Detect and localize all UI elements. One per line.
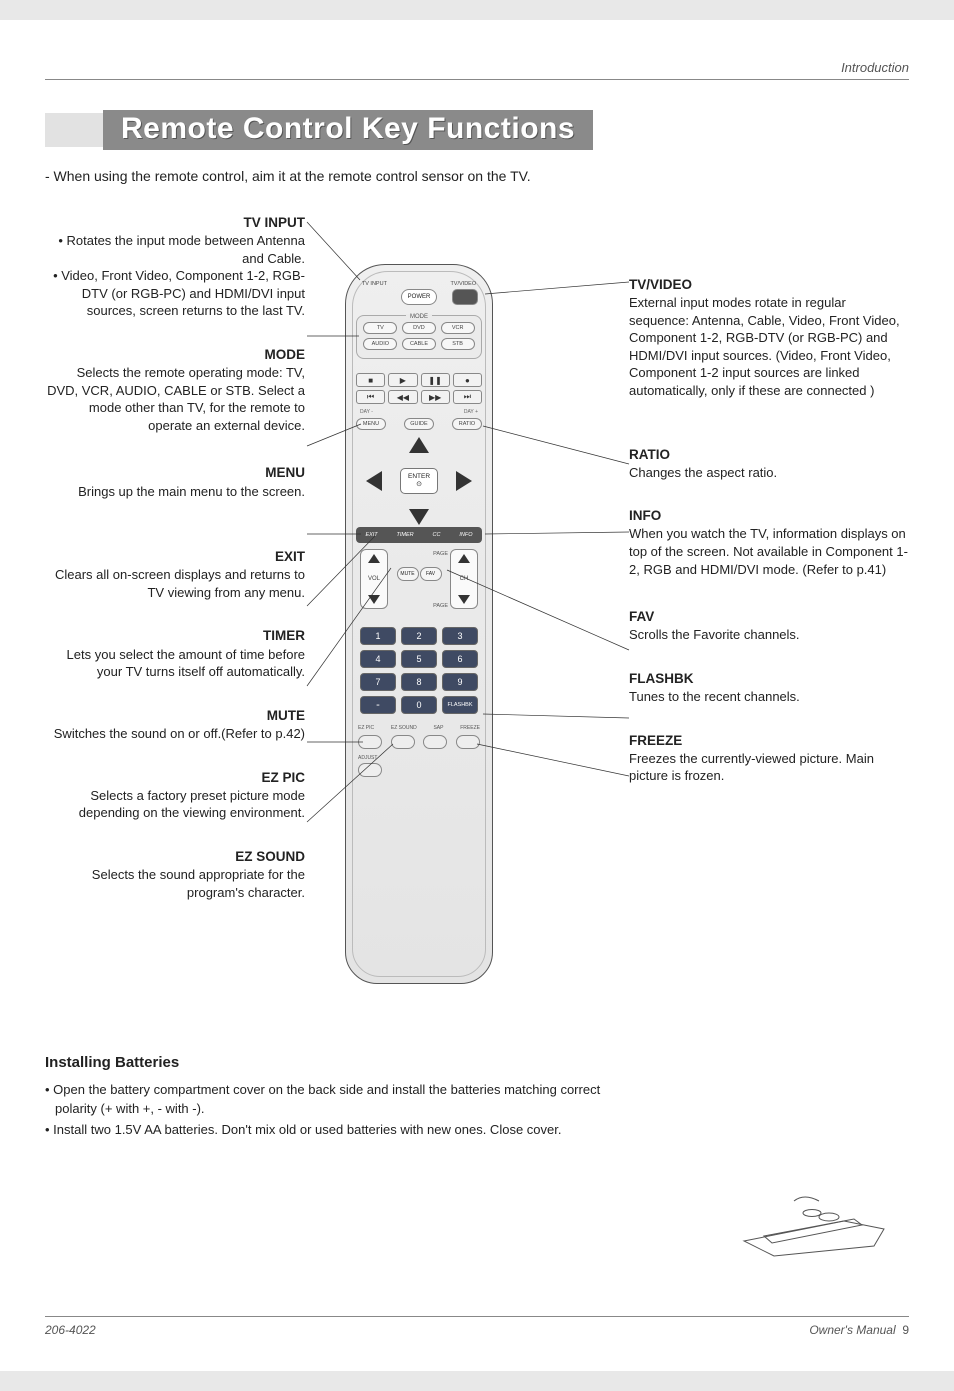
desc-tv-input: TV INPUT • Rotates the input mode betwee…	[45, 214, 305, 320]
power-button[interactable]: POWER	[401, 289, 437, 305]
batteries-section: Installing Batteries Open the battery co…	[45, 1054, 909, 1140]
skip-back-button[interactable]: ⏮	[356, 390, 385, 404]
cc-button[interactable]: CC	[433, 532, 441, 538]
ezsound-button[interactable]	[391, 735, 415, 749]
ezpic-button[interactable]	[358, 735, 382, 749]
page-footer: 206-4022 Owner's Manual 9	[45, 1316, 909, 1337]
desc-flashbk: FLASHBK Tunes to the recent channels.	[629, 670, 909, 706]
desc-ratio: RATIO Changes the aspect ratio.	[629, 446, 909, 482]
volume-rocker[interactable]: VOL	[360, 549, 388, 609]
num-6[interactable]: 6	[442, 650, 478, 668]
sap-button[interactable]	[423, 735, 447, 749]
number-pad: 1 2 3 4 5 6 7 8 9 - 0 FLASHBK	[360, 627, 478, 714]
adjust-button[interactable]	[358, 763, 382, 777]
desc-tvvideo: TV/VIDEO External input modes rotate in …	[629, 276, 909, 400]
battery-step-1: Open the battery compartment cover on th…	[45, 1081, 605, 1119]
desc-menu: MENU Brings up the main menu to the scre…	[45, 464, 305, 500]
guide-button[interactable]: GUIDE	[404, 418, 434, 430]
num-0[interactable]: 0	[401, 696, 437, 714]
info-button[interactable]: INFO	[459, 532, 472, 538]
navigation-pad: ENTER⊙	[364, 437, 474, 525]
stop-button[interactable]: ■	[356, 373, 385, 387]
ffwd-button[interactable]: ▶▶	[421, 390, 450, 404]
desc-fav: FAV Scrolls the Favorite channels.	[629, 608, 909, 644]
pause-button[interactable]: ❚❚	[421, 373, 450, 387]
nav-left[interactable]	[366, 471, 382, 491]
num-1[interactable]: 1	[360, 627, 396, 645]
section-header: Introduction	[45, 60, 909, 80]
timer-button[interactable]: TIMER	[397, 532, 414, 538]
nav-right[interactable]	[456, 471, 472, 491]
footer-model: 206-4022	[45, 1323, 96, 1337]
desc-mute: MUTE Switches the sound on or off.(Refer…	[45, 707, 305, 743]
nav-down[interactable]	[409, 509, 429, 525]
mode-stb[interactable]: STB	[441, 338, 475, 350]
footer-page: Owner's Manual 9	[809, 1323, 909, 1337]
batteries-heading: Installing Batteries	[45, 1054, 909, 1071]
title-bar: Remote Control Key Functions	[45, 110, 909, 150]
battery-step-2: Install two 1.5V AA batteries. Don't mix…	[45, 1121, 605, 1140]
title-pre-block	[45, 113, 103, 147]
rewind-button[interactable]: ◀◀	[388, 390, 417, 404]
mode-cable[interactable]: CABLE	[402, 338, 436, 350]
tool-buttons	[358, 735, 480, 749]
flashbk-button[interactable]: FLASHBK	[442, 696, 478, 714]
play-button[interactable]: ▶	[388, 373, 417, 387]
black-ribbon: EXIT TIMER CC INFO	[356, 527, 482, 543]
menu-button[interactable]: MENU	[356, 418, 386, 430]
tvvideo-button[interactable]	[452, 289, 478, 305]
num-2[interactable]: 2	[401, 627, 437, 645]
right-descriptions: TV/VIDEO External input modes rotate in …	[629, 276, 909, 811]
left-descriptions: TV INPUT • Rotates the input mode betwee…	[45, 214, 305, 927]
num-9[interactable]: 9	[442, 673, 478, 691]
num-4[interactable]: 4	[360, 650, 396, 668]
manual-page: Introduction Remote Control Key Function…	[0, 20, 954, 1371]
mode-audio[interactable]: AUDIO	[363, 338, 397, 350]
mode-vcr[interactable]: VCR	[441, 322, 475, 334]
exit-button[interactable]: EXIT	[365, 532, 377, 538]
page-title: Remote Control Key Functions	[103, 110, 593, 150]
enter-button[interactable]: ENTER⊙	[400, 468, 438, 494]
battery-illustration-icon	[734, 1191, 894, 1261]
desc-exit: EXIT Clears all on-screen displays and r…	[45, 548, 305, 601]
desc-info: INFO When you watch the TV, information …	[629, 507, 909, 578]
desc-mode: MODE Selects the remote operating mode: …	[45, 346, 305, 434]
label-tvinput: TV INPUT	[362, 281, 387, 287]
num-3[interactable]: 3	[442, 627, 478, 645]
mode-tv[interactable]: TV	[363, 322, 397, 334]
mute-button[interactable]: MUTE	[397, 567, 419, 581]
desc-timer: TIMER Lets you select the amount of time…	[45, 627, 305, 680]
freeze-button[interactable]	[456, 735, 480, 749]
label-tvvideo: TV/VIDEO	[450, 281, 476, 287]
record-button[interactable]: ●	[453, 373, 482, 387]
mode-dvd[interactable]: DVD	[402, 322, 436, 334]
vol-ch-group: VOL CH MUTE FAV PAGE PAGE	[356, 549, 482, 619]
fav-button[interactable]: FAV	[420, 567, 442, 581]
transport-buttons: ■ ▶ ❚❚ ● ⏮ ◀◀ ▶▶ ⏭	[356, 373, 482, 404]
mode-group: MODE TV DVD VCR AUDIO CABLE STB	[356, 315, 482, 359]
ratio-button[interactable]: RATIO	[452, 418, 482, 430]
desc-ezpic: EZ PIC Selects a factory preset picture …	[45, 769, 305, 822]
remote-diagram: TV INPUT • Rotates the input mode betwee…	[45, 214, 909, 994]
nav-up[interactable]	[409, 437, 429, 453]
num-8[interactable]: 8	[401, 673, 437, 691]
skip-fwd-button[interactable]: ⏭	[453, 390, 482, 404]
intro-note: - When using the remote control, aim it …	[45, 168, 909, 184]
num-dash[interactable]: -	[360, 696, 396, 714]
desc-freeze: FREEZE Freezes the currently-viewed pict…	[629, 732, 909, 785]
desc-ezsound: EZ SOUND Selects the sound appropriate f…	[45, 848, 305, 901]
num-7[interactable]: 7	[360, 673, 396, 691]
channel-rocker[interactable]: CH	[450, 549, 478, 609]
num-5[interactable]: 5	[401, 650, 437, 668]
remote-body: TV INPUT TV/VIDEO POWER MODE TV DVD VCR …	[345, 264, 493, 984]
